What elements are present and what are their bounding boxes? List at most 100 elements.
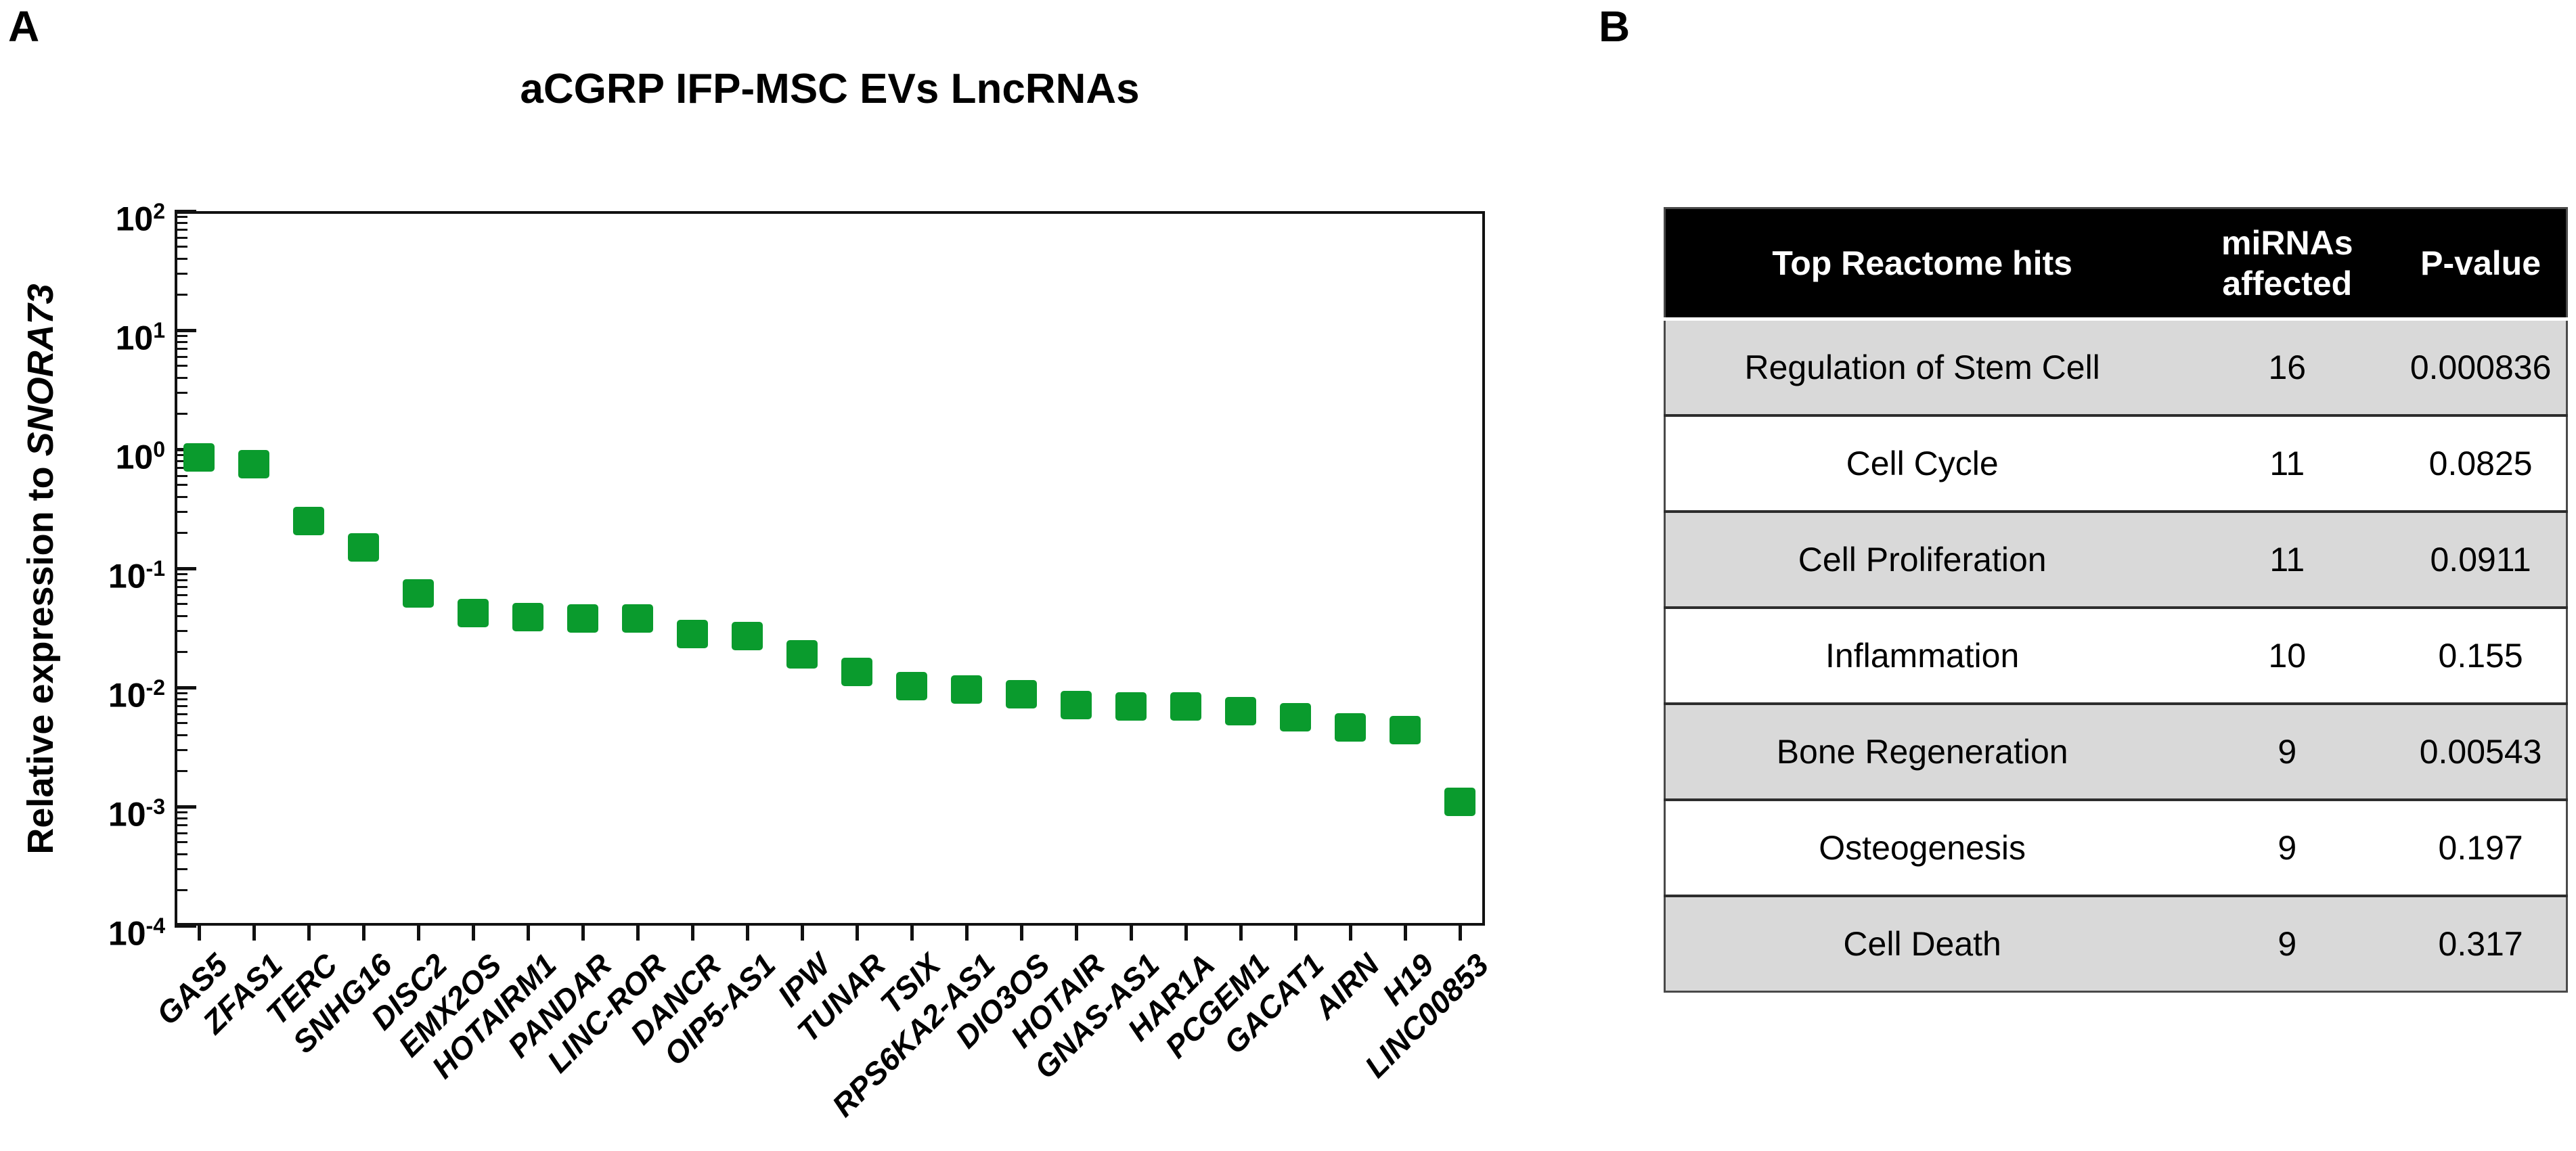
plot-frame	[175, 211, 1485, 926]
y-minor-tick	[175, 365, 187, 367]
y-minor-tick	[175, 484, 187, 487]
y-minor-tick	[175, 823, 187, 826]
y-minor-tick	[175, 272, 187, 275]
y-tick-label-10e-1: 10-1	[108, 556, 165, 595]
y-tick-label-10e2: 102	[115, 199, 165, 238]
y-minor-tick	[175, 769, 187, 772]
y-minor-tick	[175, 867, 187, 870]
y-minor-tick	[175, 376, 187, 379]
data-point-zfas1	[238, 449, 269, 478]
table-row: Inflammation 10 0.155	[1664, 608, 2567, 704]
data-point-tunar	[841, 658, 872, 687]
y-minor-tick	[175, 215, 187, 218]
y-minor-tick	[175, 466, 187, 469]
y-major-tick	[175, 685, 196, 690]
y-tick-label-10e-2: 10-2	[108, 675, 165, 715]
cell-pathway: Regulation of Stem Cell	[1744, 348, 2100, 386]
cell-p-value: 0.317	[2438, 925, 2523, 963]
y-minor-tick	[175, 236, 187, 239]
data-point-h19	[1390, 715, 1421, 744]
y-minor-tick	[175, 246, 187, 248]
data-point-emx2os	[458, 599, 489, 628]
data-point-gacat1	[1280, 703, 1311, 732]
cell-mirnas-affected: 9	[2278, 829, 2297, 867]
data-point-pandar	[567, 604, 598, 633]
x-tick	[1293, 926, 1297, 941]
y-minor-tick	[175, 412, 187, 415]
y-minor-tick	[175, 629, 187, 632]
y-minor-tick	[175, 650, 187, 653]
data-point-ipw	[786, 639, 818, 669]
y-minor-tick	[175, 692, 187, 694]
x-tick	[1129, 926, 1133, 941]
x-tick	[855, 926, 859, 941]
y-minor-tick	[175, 293, 187, 296]
y-tick-label-10e1: 101	[115, 318, 165, 357]
y-tick-label-10e-3: 10-3	[108, 794, 165, 834]
reactome-table: Top Reactome hits miRNAs affected P-valu…	[1664, 207, 2568, 993]
cell-pathway: Inflammation	[1825, 637, 2020, 675]
data-point-tsix	[896, 672, 927, 701]
y-minor-tick	[175, 888, 187, 891]
table-row: Osteogenesis 9 0.197	[1664, 800, 2567, 896]
y-minor-tick	[175, 853, 187, 855]
y-minor-tick	[175, 748, 187, 751]
y-minor-tick	[175, 572, 187, 575]
data-point-gas5	[183, 443, 215, 472]
y-minor-tick	[175, 334, 187, 337]
table-row: Cell Death 9 0.317	[1664, 896, 2567, 992]
cell-p-value: 0.0911	[2430, 541, 2531, 579]
data-point-disc2	[403, 579, 434, 608]
data-point-linc-ror	[622, 604, 653, 633]
y-minor-tick	[175, 722, 187, 725]
data-point-dio3os	[1006, 679, 1037, 708]
cell-mirnas-affected: 9	[2278, 733, 2297, 771]
x-tick	[1239, 926, 1243, 941]
table-row: Regulation of Stem Cell 16 0.000836	[1664, 319, 2567, 415]
y-minor-tick	[175, 817, 187, 819]
y-minor-tick	[175, 221, 187, 224]
y-major-tick	[175, 566, 196, 570]
cell-p-value: 0.00543	[2419, 733, 2542, 771]
x-tick	[1348, 926, 1352, 941]
cell-pathway: Bone Regeneration	[1776, 733, 2068, 771]
data-point-linc00853	[1444, 787, 1475, 816]
y-minor-tick	[175, 614, 187, 617]
cell-mirnas-affected: 9	[2278, 925, 2297, 963]
cell-mirnas-affected: 10	[2268, 637, 2307, 675]
y-minor-tick	[175, 593, 187, 596]
x-tick	[581, 926, 585, 941]
y-minor-tick	[175, 510, 187, 513]
y-tick-label-10e-4: 10-4	[108, 913, 165, 953]
cell-mirnas-affected: 11	[2269, 541, 2305, 579]
cell-p-value: 0.155	[2438, 637, 2523, 675]
cell-pathway: Cell Cycle	[1846, 445, 1999, 482]
cell-p-value: 0.0825	[2428, 445, 2533, 482]
y-major-tick	[175, 924, 196, 928]
panel-b-label: B	[1599, 2, 1630, 51]
cell-pathway: Cell Death	[1843, 925, 2001, 963]
table-row: Cell Cycle 11 0.0825	[1664, 415, 2567, 512]
x-tick	[745, 926, 749, 941]
x-tick	[1184, 926, 1188, 941]
data-point-airn	[1335, 713, 1366, 742]
y-minor-tick	[175, 713, 187, 715]
x-tick-label-airn: AIRN	[1306, 947, 1386, 1026]
x-tick	[361, 926, 365, 941]
table-row: Cell Proliferation 11 0.0911	[1664, 512, 2567, 608]
y-minor-tick	[175, 340, 187, 343]
data-point-oip5-as1	[732, 622, 763, 651]
x-tick	[197, 926, 201, 941]
data-point-rps6ka2-as1	[951, 675, 982, 704]
data-point-hotairm1	[512, 602, 543, 631]
y-minor-tick	[175, 579, 187, 581]
data-point-har1a	[1170, 692, 1201, 721]
cell-pathway: Cell Proliferation	[1798, 541, 2047, 579]
data-point-pcgem1	[1225, 697, 1256, 726]
cell-pathway: Osteogenesis	[1819, 829, 2026, 867]
y-minor-tick	[175, 228, 187, 231]
y-major-tick	[175, 805, 196, 809]
y-minor-tick	[175, 495, 187, 498]
